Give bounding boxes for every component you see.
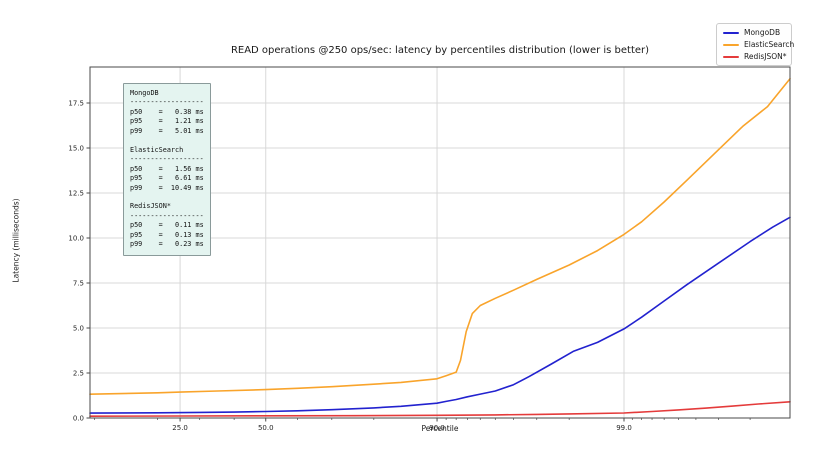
redisjson-line-swatch (723, 55, 739, 58)
mongodb-line-swatch (723, 31, 739, 34)
y-tick-label: 2.5 (73, 370, 84, 378)
y-tick-label: 10.0 (68, 235, 84, 243)
x-tick-label: 50.0 (258, 424, 274, 432)
series-line-redisjson* (89, 400, 791, 418)
stats-box: MongoDB ------------------ p50 = 0.38 ms… (123, 83, 211, 256)
legend: MongoDB ElasticSearch RedisJSON* (716, 23, 794, 66)
legend-entry-elasticsearch: ElasticSearch (723, 40, 794, 49)
plot-frame (89, 66, 791, 419)
series-line-mongodb (89, 216, 791, 414)
y-tick-label: 0.0 (73, 415, 84, 423)
series-line-elasticsearch (89, 77, 791, 396)
y-tick-label: 12.5 (68, 190, 84, 198)
y-axis-label: Latency (milliseconds) (11, 198, 21, 283)
legend-label-elasticsearch: ElasticSearch (744, 40, 795, 49)
legend-label-mongodb: MongoDB (744, 28, 781, 37)
x-tick-label: 99.0 (616, 424, 632, 432)
y-tick-label: 15.0 (68, 145, 84, 153)
x-tick-label: 90.0 (429, 424, 445, 432)
legend-entry-mongodb: MongoDB (723, 28, 785, 37)
legend-entry-redisjson: RedisJSON* (723, 52, 787, 61)
y-tick-label: 17.5 (68, 100, 84, 108)
legend-label-redisjson: RedisJSON* (744, 52, 787, 61)
elasticsearch-line-swatch (723, 43, 739, 46)
y-tick-label: 5.0 (73, 325, 84, 333)
x-tick-label: 25.0 (172, 424, 188, 432)
chart-title: READ operations @250 ops/sec: latency by… (230, 45, 650, 56)
y-tick-label: 7.5 (73, 280, 84, 288)
x-axis-label: Percentile (421, 424, 459, 433)
